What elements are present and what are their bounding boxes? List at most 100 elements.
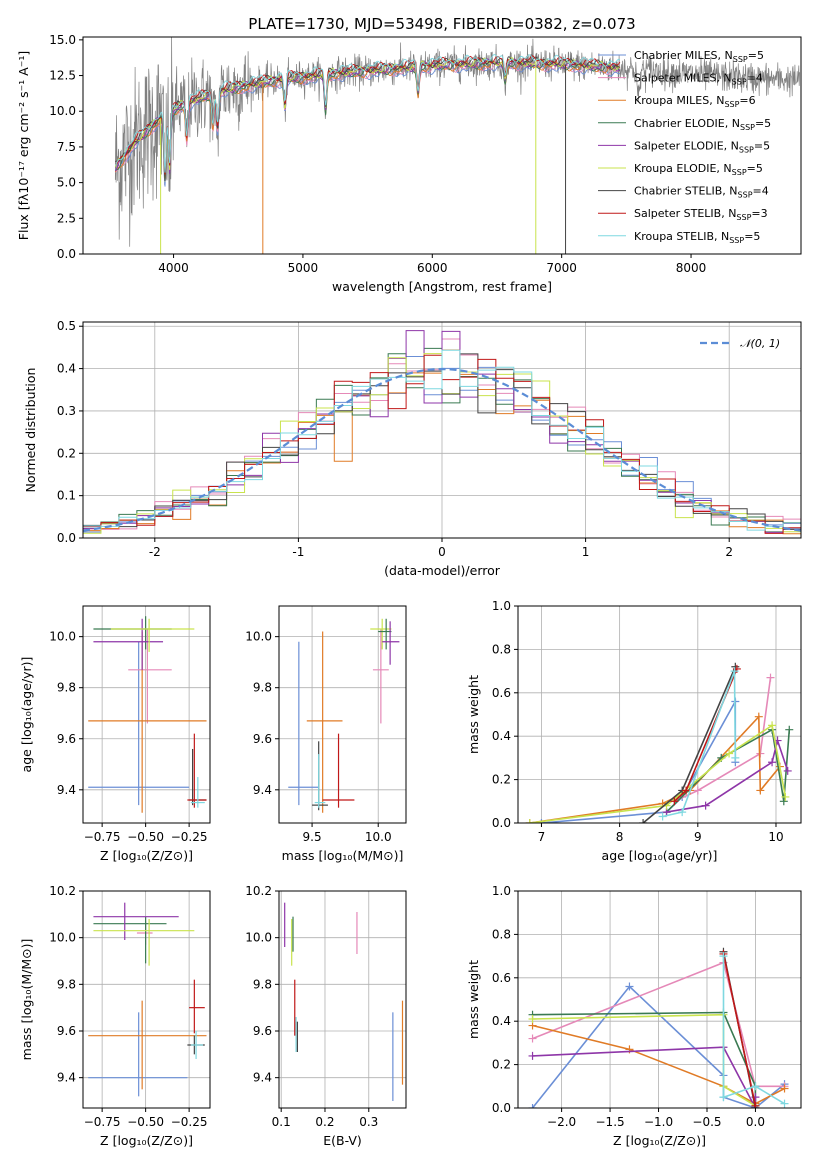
panels: 4000 5000 6000 7000 80000.02.55.07.510.012.5…	[16, 33, 802, 1148]
y-tick-label: 7.5	[57, 140, 76, 154]
x-tick-label: 0	[438, 545, 446, 559]
weight-marker-kroupa-elodie	[525, 819, 534, 823]
errorbar-kroupa-elodie	[110, 618, 195, 652]
axes-frame	[517, 890, 802, 1109]
y-axis-label: mass weight	[466, 960, 481, 1039]
model-line-chabrier-stelib	[115, 56, 620, 182]
x-tick-label: −0.50	[127, 1115, 164, 1129]
model-line-chabrier-miles	[115, 63, 621, 187]
x-tick-label: 9.5	[303, 830, 322, 844]
y-tick-label: 0.0	[492, 816, 511, 830]
weight-line-kroupa-stelib	[662, 670, 737, 818]
y-axis-label: age [log₁₀(age/yr)]	[19, 657, 34, 773]
panel-mass-vs-EBV: 0.1 0.2 0.3 9.4 9.6 9.8 10.0 10.2 E(B-V)	[245, 884, 407, 1148]
y-tick-label: 0.0	[492, 1101, 511, 1115]
y-tick-label: 9.6	[253, 732, 272, 746]
weight-marker-salpeter-elodie	[783, 766, 792, 775]
x-tick-label: 10	[768, 830, 783, 844]
errorbar-kroupa-miles	[88, 1000, 207, 1090]
panel-age-vs-mass: 9.5 10.0 9.4 9.6 9.8 10.0 mass [log₁₀(M/M⊙)]	[245, 605, 407, 863]
weight-marker-salpeter-miles	[766, 673, 775, 682]
panel-mass-vs-Z: −0.75 −0.50 −0.25 9.4 9.6 9.8 10.0 10.2 Z [log₁₀…	[19, 884, 211, 1148]
y-tick-label: 10.0	[49, 630, 76, 644]
x-tick-label: −0.25	[171, 1115, 208, 1129]
errorbar-kroupa-elodie	[93, 919, 195, 966]
y-tick-label: 0.6	[492, 686, 511, 700]
plot-area	[284, 902, 404, 1101]
data-spectrum-line	[114, 37, 800, 247]
x-tick-label: -1	[292, 545, 304, 559]
weight-marker-kroupa-stelib	[780, 1099, 789, 1108]
y-tick-label: 0.2	[492, 773, 511, 787]
plot-area	[528, 947, 789, 1108]
y-axis-label: Normed distribution	[23, 368, 38, 493]
axes-frame	[82, 890, 211, 1109]
panel-residuals: -2 -1 0 1 2 0.0 0.1 0.2 0.3 0.4 0.5 (data-model)/er…	[23, 319, 802, 578]
y-tick-label: 9.6	[253, 1024, 272, 1038]
weight-marker-kroupa-elodie	[768, 721, 777, 730]
y-tick-label: 0.8	[492, 642, 511, 656]
weight-marker-kroupa-stelib	[731, 753, 740, 762]
x-axis-label: Z [log₁₀(Z/Z⊙)]	[100, 848, 193, 863]
axes-frame	[517, 605, 802, 824]
y-tick-label: 9.4	[253, 783, 272, 797]
plot-area	[288, 618, 400, 813]
y-tick-label: 9.4	[57, 783, 76, 797]
weight-marker-kroupa-elodie	[528, 1015, 537, 1024]
y-tick-label: 9.8	[253, 681, 272, 695]
y-tick-label: 0.4	[492, 729, 511, 743]
y-tick-label: 0.8	[492, 927, 511, 941]
axes-frame	[82, 605, 211, 824]
weight-marker-kroupa-stelib	[719, 952, 728, 961]
axes-frame	[82, 36, 802, 255]
y-tick-label: 5.0	[57, 176, 76, 190]
x-axis-label: age [log₁₀(age/yr)]	[602, 848, 718, 863]
y-tick-label: 9.6	[57, 732, 76, 746]
y-tick-label: 10.2	[49, 884, 76, 898]
weight-line-kroupa-miles	[529, 714, 781, 823]
y-tick-label: 9.8	[57, 681, 76, 695]
legend: Chabrier MILES, NSSP=5 Salpeter MILES, NS…	[598, 49, 771, 245]
y-tick-label: 0.1	[57, 489, 76, 503]
x-tick-label: −0.75	[84, 1115, 121, 1129]
y-axis-label: mass [log₁₀(M/M⊙)]	[19, 939, 34, 1061]
plot-area	[525, 662, 794, 823]
errorbar-chabrier-miles	[88, 641, 190, 806]
x-tick-label: 1	[582, 545, 590, 559]
axes-frame	[278, 890, 407, 1109]
x-axis-label: Z [log₁₀(Z/Z⊙)]	[613, 1133, 706, 1148]
y-tick-label: 10.0	[245, 630, 272, 644]
weight-marker-kroupa-miles	[756, 786, 765, 795]
legend-entry-chabrier-miles: Chabrier MILES, NSSP=5	[634, 49, 764, 64]
errorbar-chabrier-elodie	[378, 618, 392, 650]
y-tick-label: 10.0	[245, 931, 272, 945]
legend-entry-kroupa-miles: Kroupa MILES, NSSP=6	[634, 94, 756, 109]
errorbar-kroupa-elodie	[370, 618, 392, 650]
model-line-kroupa-stelib	[114, 54, 621, 173]
y-tick-label: 10.0	[49, 931, 76, 945]
x-tick-label: 7000	[546, 261, 577, 275]
weight-line-chabrier-elodie	[665, 728, 791, 813]
y-tick-label: 0.3	[57, 404, 76, 418]
weight-marker-kroupa-stelib	[751, 1082, 760, 1091]
weight-marker-kroupa-stelib	[658, 812, 667, 821]
weight-marker-salpeter-miles	[528, 1034, 537, 1043]
y-tick-label: 9.4	[57, 1071, 76, 1085]
weight-line-salpeter-miles	[674, 677, 772, 803]
weight-marker-chabrier-stelib	[639, 819, 648, 823]
weight-marker-kroupa-stelib	[719, 1093, 728, 1102]
weight-marker-salpeter-elodie	[701, 801, 710, 810]
y-tick-label: 0.0	[57, 247, 76, 261]
y-tick-label: 9.8	[253, 977, 272, 991]
legend-entry-chabrier-stelib: Chabrier STELIB, NSSP=4	[634, 185, 769, 200]
plot-area	[88, 902, 207, 1097]
x-axis-label: mass [log₁₀(M/M⊙)]	[282, 848, 404, 863]
x-tick-label: 0.2	[315, 1115, 334, 1129]
errorbar-salpeter-elodie	[382, 621, 400, 665]
x-tick-label: 8	[616, 830, 624, 844]
weight-marker-kroupa-stelib	[730, 667, 739, 676]
weight-line-salpeter-stelib	[722, 953, 757, 1106]
y-tick-label: 1.0	[492, 884, 511, 898]
weight-marker-salpeter-stelib	[670, 797, 679, 806]
y-tick-label: 9.8	[57, 977, 76, 991]
